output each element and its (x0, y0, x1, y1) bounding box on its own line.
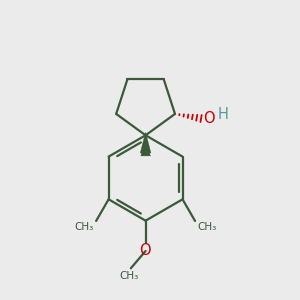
Text: O: O (203, 111, 214, 126)
Text: CH₃: CH₃ (120, 271, 139, 281)
Polygon shape (141, 135, 150, 156)
Text: O: O (139, 243, 151, 258)
Text: CH₃: CH₃ (74, 223, 94, 232)
Text: CH₃: CH₃ (197, 223, 217, 232)
Text: H: H (217, 107, 228, 122)
Polygon shape (140, 132, 151, 153)
